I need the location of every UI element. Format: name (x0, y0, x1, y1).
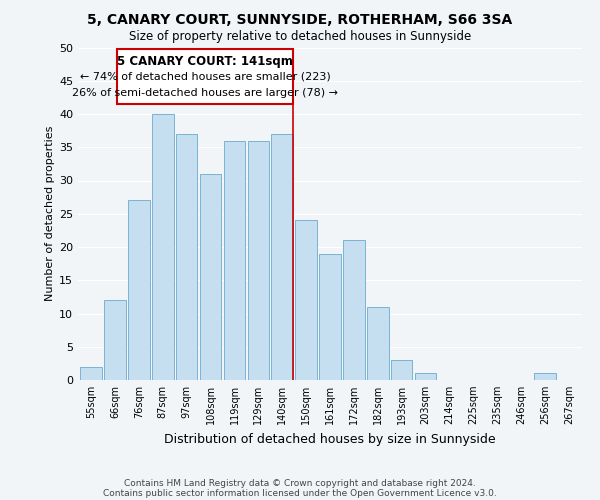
Bar (391, 360, 412, 380)
Bar (224, 140, 245, 380)
Bar (367, 307, 389, 380)
Text: ← 74% of detached houses are smaller (223): ← 74% of detached houses are smaller (22… (80, 72, 331, 82)
Text: 26% of semi-detached houses are larger (78) →: 26% of semi-detached houses are larger (… (72, 88, 338, 98)
X-axis label: Distribution of detached houses by size in Sunnyside: Distribution of detached houses by size … (164, 432, 496, 446)
Bar (200, 174, 221, 380)
Bar (343, 240, 365, 380)
Bar (319, 254, 341, 380)
Bar (128, 200, 149, 380)
Bar (271, 134, 293, 380)
Bar (534, 374, 556, 380)
Text: Contains public sector information licensed under the Open Government Licence v3: Contains public sector information licen… (103, 488, 497, 498)
Text: Contains HM Land Registry data © Crown copyright and database right 2024.: Contains HM Land Registry data © Crown c… (124, 478, 476, 488)
Bar (176, 134, 197, 380)
Bar (295, 220, 317, 380)
Bar (104, 300, 126, 380)
Text: 5, CANARY COURT, SUNNYSIDE, ROTHERHAM, S66 3SA: 5, CANARY COURT, SUNNYSIDE, ROTHERHAM, S… (88, 12, 512, 26)
FancyBboxPatch shape (118, 49, 293, 104)
Text: 5 CANARY COURT: 141sqm: 5 CANARY COURT: 141sqm (117, 55, 293, 68)
Bar (415, 374, 436, 380)
Y-axis label: Number of detached properties: Number of detached properties (45, 126, 55, 302)
Text: Size of property relative to detached houses in Sunnyside: Size of property relative to detached ho… (129, 30, 471, 43)
Bar (248, 140, 269, 380)
Bar (80, 366, 102, 380)
Bar (152, 114, 173, 380)
